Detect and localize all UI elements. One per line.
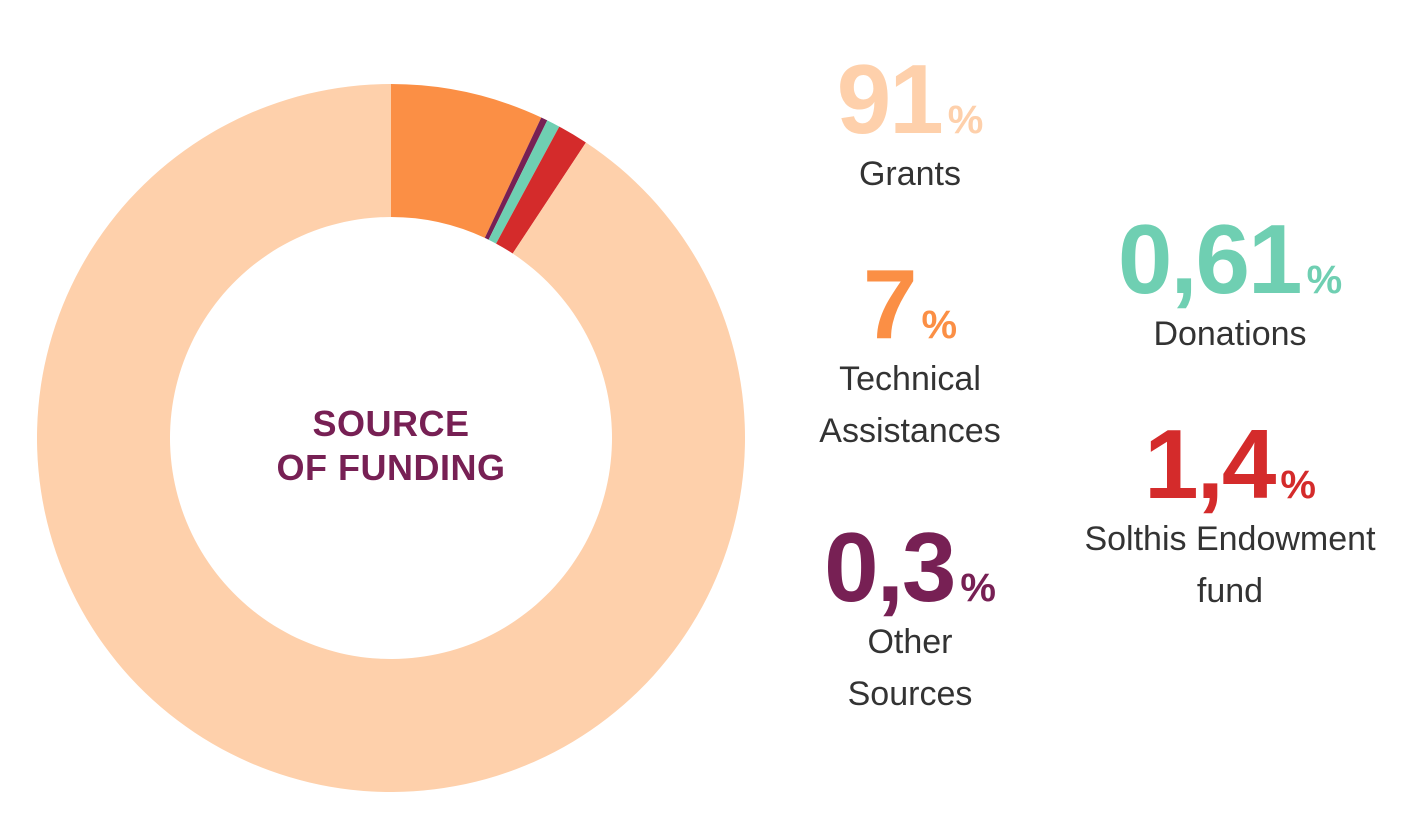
stat-donations-label-line: Donations [1153,315,1307,353]
stat-solthis-endowment-fund-label-line-2: fund [1196,572,1264,610]
stat-donations: 0,61% Donations [1080,210,1380,360]
stat-solthis-endowment-fund-label-line-1: Solthis Endowment [1084,520,1376,558]
stat-donations-value: 0,61 [1117,204,1303,314]
chart-title-line-1: SOURCE [312,403,470,444]
stat-donations-label: Donations [1080,308,1380,360]
donut-slice-technical-assistances [391,84,542,238]
stat-solthis-endowment-fund-value: 1,4 [1144,409,1276,519]
stat-donations-percent: % [1306,258,1343,302]
stat-grants-percent: % [947,98,984,142]
stat-grants-number: 91% [780,50,1040,148]
donut-slice-other-sources [484,117,548,240]
stat-other-sources-value: 0,3 [824,512,956,622]
chart-title: SOURCE OF FUNDING [236,402,546,490]
stat-technical-assistances-percent: % [921,303,958,347]
stat-solthis-endowment-fund-label: Solthis Endowment fund [1068,513,1392,617]
donut-slice-grants [37,84,746,793]
stat-other-sources-number: 0,3% [780,518,1040,616]
chart-title-line-2: OF FUNDING [276,447,506,488]
stat-grants-label: Grants [780,148,1040,200]
stat-technical-assistances-label-line-2: Assistances [819,412,1001,450]
stat-technical-assistances: 7% Technical Assistances [780,255,1040,457]
donut-slice-solthis-endowment-fund [496,126,586,254]
stat-solthis-endowment-fund-percent: % [1280,463,1316,507]
stat-grants-value: 91 [836,44,944,154]
stat-technical-assistances-label-line-1: Technical [839,360,981,398]
stat-other-sources-percent: % [960,566,996,610]
stat-technical-assistances-value: 7 [862,249,917,359]
stat-solthis-endowment-fund-number: 1,4% [1068,415,1392,513]
stat-grants: 91% Grants [780,50,1040,200]
stat-other-sources-label-line-1: Other [867,623,953,661]
stat-grants-label-line: Grants [858,155,962,193]
stat-donations-number: 0,61% [1080,210,1380,308]
stat-technical-assistances-number: 7% [780,255,1040,353]
stat-technical-assistances-label: Technical Assistances [780,353,1040,457]
stat-other-sources: 0,3% Other Sources [780,518,1040,720]
stat-other-sources-label: Other Sources [780,616,1040,720]
stat-solthis-endowment-fund: 1,4% Solthis Endowment fund [1068,415,1392,617]
donut-slice-donations [488,120,560,244]
stat-other-sources-label-line-2: Sources [847,675,973,713]
